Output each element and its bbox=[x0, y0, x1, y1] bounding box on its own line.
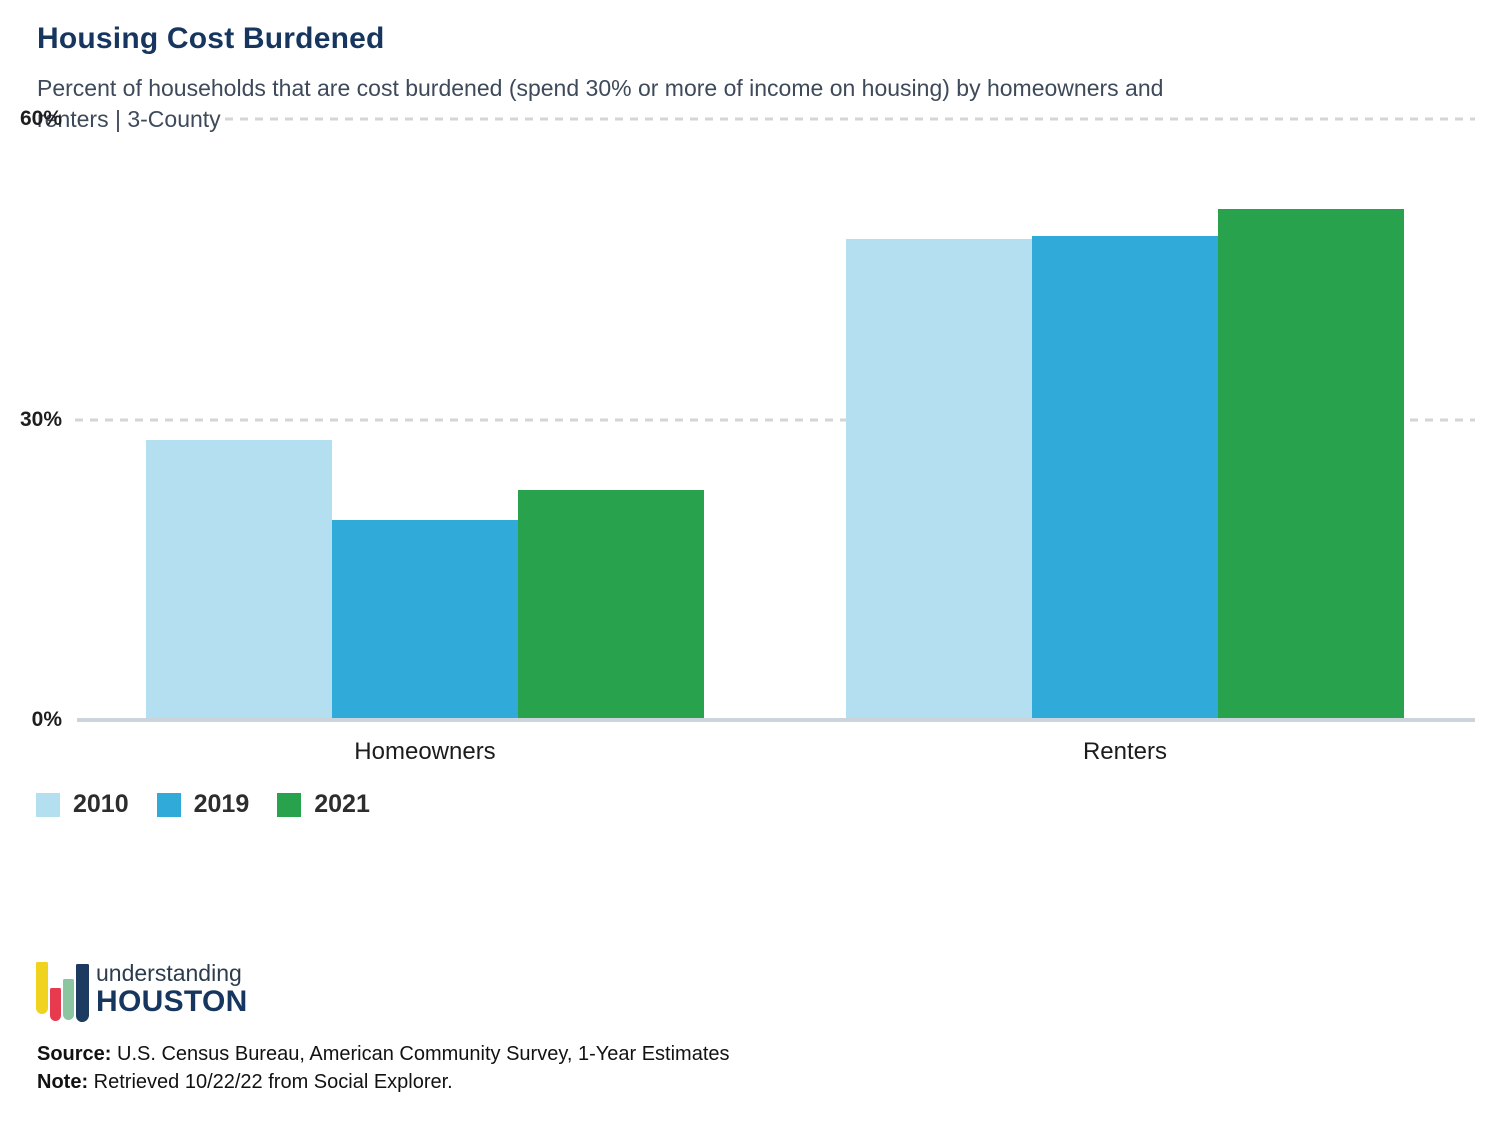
source-label: Source: bbox=[37, 1043, 112, 1065]
bar-renters-2021 bbox=[1218, 209, 1404, 720]
bar-group-homeowners bbox=[75, 119, 775, 720]
x-label-homeowners: Homeowners bbox=[354, 738, 496, 765]
x-axis-line bbox=[77, 718, 1475, 722]
x-axis-labels: Homeowners Renters bbox=[75, 738, 1475, 766]
plot-area bbox=[75, 117, 1475, 720]
bar-group-renters bbox=[775, 119, 1475, 720]
subtitle-line-1: Percent of households that are cost burd… bbox=[37, 75, 1164, 101]
x-label-renters: Renters bbox=[1082, 738, 1168, 765]
legend-swatch-2010 bbox=[36, 792, 60, 817]
gridline-60 bbox=[75, 117, 1475, 121]
legend-label-2021: 2021 bbox=[314, 790, 370, 818]
bar-renters-2019 bbox=[1032, 236, 1218, 720]
legend-label-2010: 2010 bbox=[73, 790, 129, 818]
legend-label-2019: 2019 bbox=[193, 790, 250, 818]
logo-bar-navy-icon bbox=[76, 964, 89, 1022]
legend-swatch-2019 bbox=[156, 792, 181, 817]
y-tick-60: 60% bbox=[19, 107, 62, 130]
bar-homeowners-2021 bbox=[518, 489, 704, 720]
source-note-block: Source: U.S. Census Bureau, American Com… bbox=[37, 1040, 730, 1096]
bar-renters-2010 bbox=[846, 239, 1032, 720]
source-line: Source: U.S. Census Bureau, American Com… bbox=[37, 1040, 730, 1068]
note-line: Note: Retrieved 10/22/22 from Social Exp… bbox=[37, 1068, 730, 1096]
y-tick-0: 0% bbox=[31, 708, 62, 731]
chart-title: Housing Cost Burdened bbox=[37, 22, 385, 55]
note-label: Note: bbox=[37, 1071, 89, 1093]
legend: 2010 2019 2021 bbox=[36, 790, 370, 819]
legend-item-2010[interactable]: 2010 bbox=[36, 790, 129, 819]
logo-word-houston: HOUSTON bbox=[96, 985, 248, 1018]
logo-bar-red-icon bbox=[50, 988, 61, 1021]
legend-item-2019[interactable]: 2019 bbox=[156, 790, 250, 819]
legend-item-2021[interactable]: 2021 bbox=[277, 790, 370, 819]
logo-text: understanding HOUSTON bbox=[96, 960, 248, 1018]
logo-word-understanding: understanding bbox=[96, 960, 242, 986]
y-tick-30: 30% bbox=[19, 407, 62, 431]
subtitle-line-2: renters | 3-County bbox=[37, 106, 221, 132]
source-text: U.S. Census Bureau, American Community S… bbox=[111, 1043, 730, 1065]
logo-bar-yellow-icon bbox=[36, 962, 48, 1014]
bar-homeowners-2019 bbox=[332, 519, 518, 720]
gridline-30 bbox=[75, 418, 1475, 421]
chart-area: Homeowners Renters 0% 30% 60% bbox=[0, 107, 1495, 765]
logo-bar-green-icon bbox=[63, 979, 74, 1020]
chart-subtitle: Percent of households that are cost burd… bbox=[37, 73, 1164, 135]
note-text: Retrieved 10/22/22 from Social Explorer. bbox=[88, 1071, 453, 1093]
legend-swatch-2021 bbox=[277, 792, 302, 817]
understanding-houston-logo: understanding HOUSTON bbox=[36, 958, 296, 1024]
bar-homeowners-2010 bbox=[146, 439, 332, 720]
bar-groups bbox=[75, 119, 1475, 720]
